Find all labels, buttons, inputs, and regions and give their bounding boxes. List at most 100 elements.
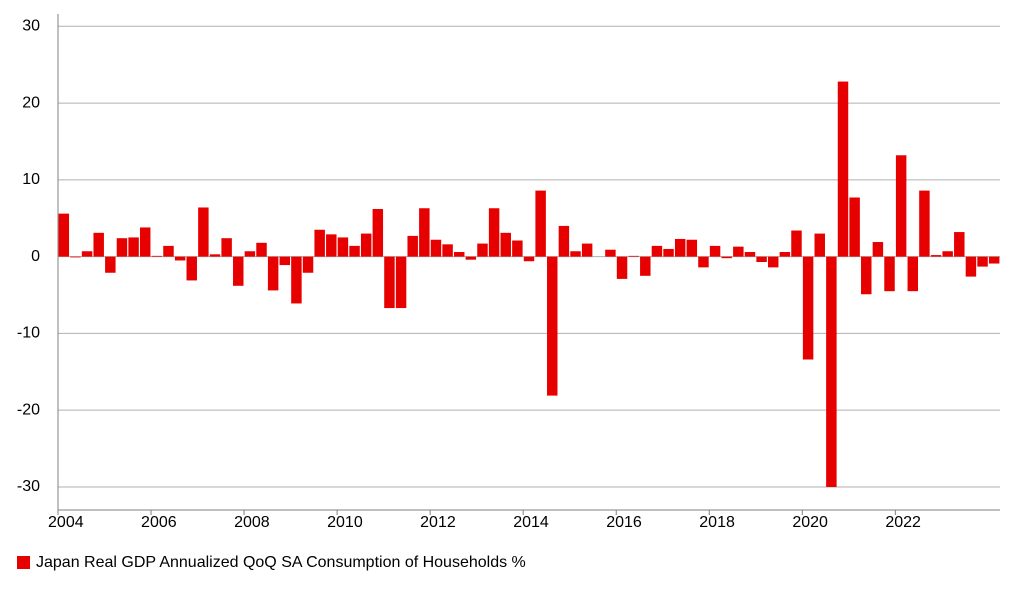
y-tick-label: 30 xyxy=(22,18,40,35)
bar xyxy=(360,233,372,257)
bar xyxy=(163,245,174,257)
bar xyxy=(674,238,686,257)
bar xyxy=(58,213,70,257)
bar xyxy=(337,237,349,257)
x-tick-label: 2014 xyxy=(513,514,549,531)
bar xyxy=(767,256,779,268)
bar xyxy=(139,227,151,257)
x-tick-label: 2016 xyxy=(606,514,642,531)
bar xyxy=(919,190,930,257)
bar xyxy=(686,239,698,257)
bar xyxy=(384,256,395,309)
bar xyxy=(628,255,639,257)
bar xyxy=(488,208,500,257)
y-tick-label: -30 xyxy=(17,478,40,495)
y-tick-label: -10 xyxy=(17,325,40,342)
bar xyxy=(174,256,186,261)
bar xyxy=(709,245,721,257)
bar xyxy=(500,232,511,257)
bar xyxy=(616,256,628,279)
bar xyxy=(221,238,232,257)
bar xyxy=(105,256,116,273)
bar xyxy=(256,242,267,257)
bar xyxy=(453,252,465,257)
bar xyxy=(733,246,744,257)
bar xyxy=(209,254,221,257)
bar xyxy=(954,232,965,257)
bar xyxy=(663,248,674,257)
bar xyxy=(523,256,535,262)
bar xyxy=(942,251,953,257)
bar xyxy=(988,256,1000,264)
bar xyxy=(581,243,593,257)
bar xyxy=(802,256,814,360)
bar xyxy=(907,256,919,292)
x-tick-label: 2004 xyxy=(48,514,84,531)
legend-label: Japan Real GDP Annualized QoQ SA Consump… xyxy=(36,554,526,571)
x-tick-label: 2008 xyxy=(234,514,270,531)
bar xyxy=(244,251,256,257)
y-tick-label: 10 xyxy=(22,171,40,188)
bar xyxy=(814,233,825,257)
bar xyxy=(349,245,360,257)
bar xyxy=(861,256,872,295)
bar xyxy=(977,256,988,267)
bar xyxy=(233,256,244,286)
y-tick-label: -20 xyxy=(17,401,40,418)
bar xyxy=(419,208,430,257)
bar xyxy=(81,251,93,257)
bar xyxy=(407,235,418,257)
bar xyxy=(884,256,895,292)
x-tick-label: 2022 xyxy=(885,514,921,531)
bar xyxy=(151,255,163,257)
bar xyxy=(279,256,291,266)
bar xyxy=(198,207,209,257)
legend-swatch xyxy=(17,556,30,569)
x-tick-label: 2020 xyxy=(792,514,828,531)
bar xyxy=(314,229,325,257)
bar xyxy=(895,155,907,257)
bar xyxy=(512,240,523,257)
bar xyxy=(721,256,732,259)
bar xyxy=(267,256,279,291)
bar xyxy=(965,256,977,277)
y-tick-label: 0 xyxy=(31,248,40,265)
bar xyxy=(430,239,442,257)
bar xyxy=(302,256,314,273)
bar xyxy=(826,256,837,487)
bar xyxy=(849,197,860,257)
bar xyxy=(779,252,791,257)
bar xyxy=(116,238,128,257)
bar xyxy=(837,81,849,257)
bar xyxy=(698,256,709,268)
bar xyxy=(547,256,558,396)
x-tick-label: 2006 xyxy=(141,514,177,531)
bar xyxy=(651,245,663,257)
bar xyxy=(93,232,104,257)
bar xyxy=(558,225,570,257)
bar xyxy=(372,209,384,257)
bar xyxy=(930,255,942,257)
bar xyxy=(535,190,546,257)
bar xyxy=(395,256,407,309)
bar xyxy=(791,230,802,257)
bar xyxy=(872,242,884,257)
bar xyxy=(756,256,767,262)
bar xyxy=(326,234,337,257)
bar xyxy=(570,251,581,257)
bar xyxy=(640,256,651,276)
bar xyxy=(465,256,477,260)
bar xyxy=(442,244,453,257)
x-tick-label: 2010 xyxy=(327,514,363,531)
bar xyxy=(477,243,488,257)
bar xyxy=(744,252,756,257)
bar xyxy=(291,256,302,304)
x-tick-label: 2012 xyxy=(420,514,456,531)
bar xyxy=(186,256,197,281)
bar xyxy=(70,256,81,258)
y-tick-label: 20 xyxy=(22,94,40,111)
bar xyxy=(605,249,616,257)
bar xyxy=(128,237,139,257)
x-tick-label: 2018 xyxy=(699,514,735,531)
